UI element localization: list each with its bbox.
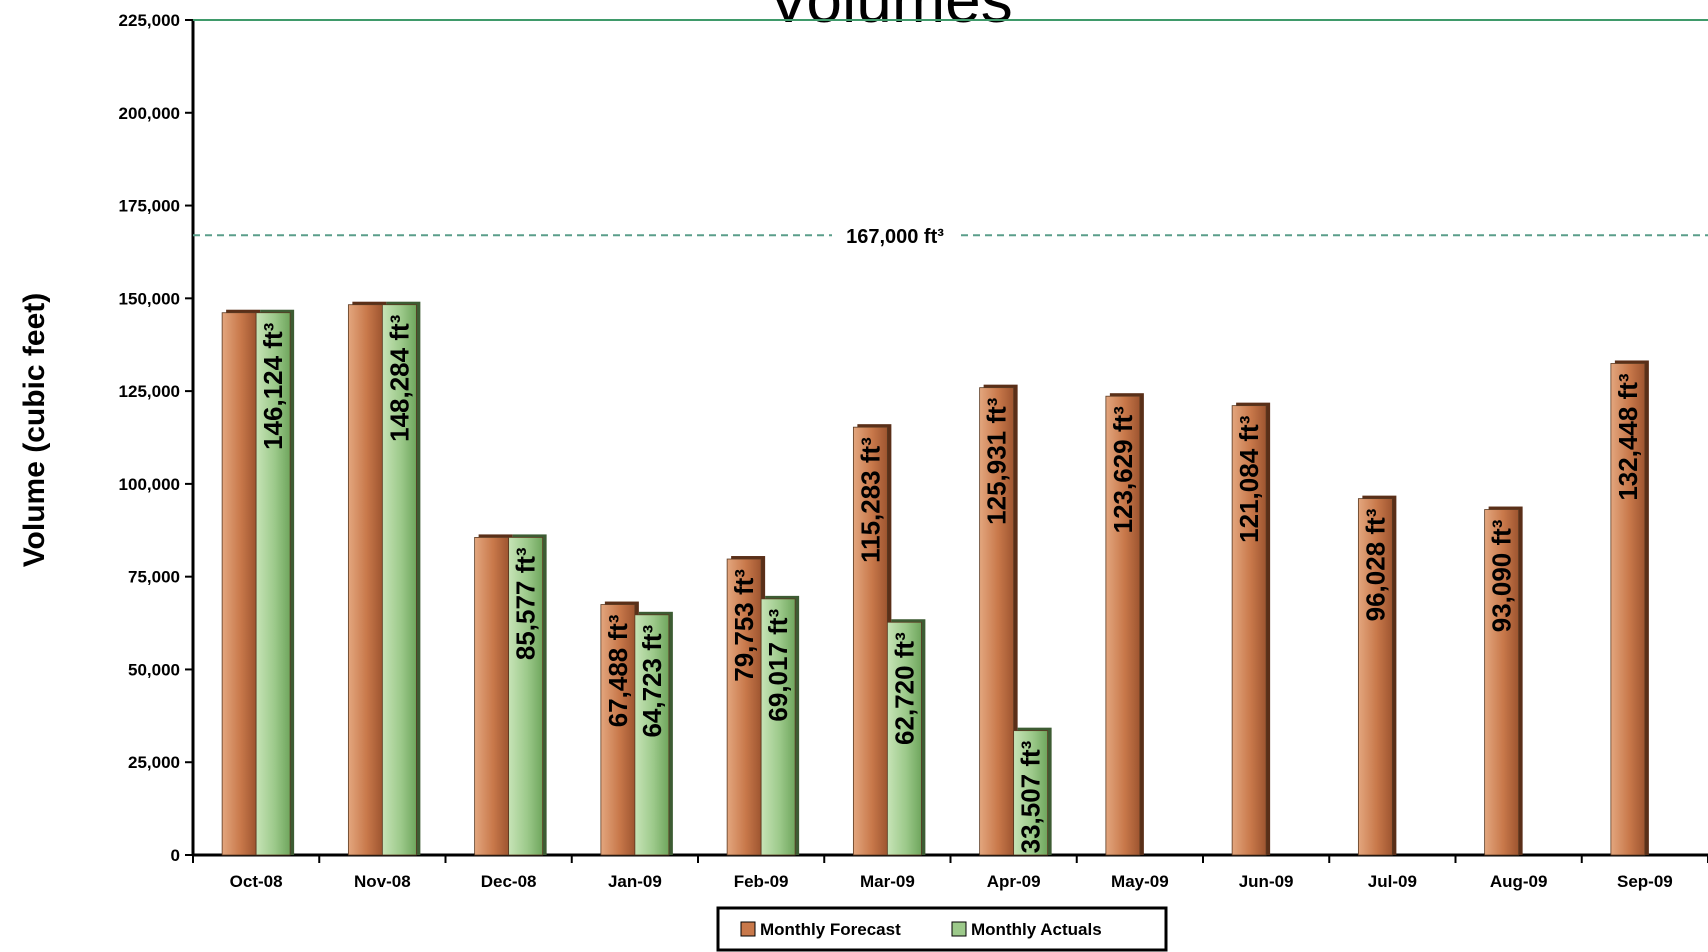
data-label: 93,090 ft³ — [1487, 519, 1517, 632]
x-tick-label: Feb-09 — [734, 872, 789, 891]
y-axis-label: Volume (cubic feet) — [18, 293, 51, 567]
y-axis: 0 25,000 50,000 75,000 100,000 125,000 150,000… — [119, 11, 1708, 865]
y-tick-label: 75,000 — [128, 568, 180, 587]
bar-forecast — [1357, 498, 1393, 856]
data-label: 148,284 ft³ — [384, 314, 414, 442]
bar-actual — [886, 621, 922, 856]
bar-forecast — [1231, 405, 1267, 856]
legend-swatch-forecast — [740, 921, 756, 937]
reference-label-background — [832, 219, 958, 250]
bar-actual — [634, 614, 670, 856]
legend: Monthly Forecast Monthly Actuals — [716, 906, 1168, 952]
y-tick-label: 125,000 — [119, 382, 180, 401]
data-label: 115,283 ft³ — [855, 437, 885, 563]
legend-label-forecast: Monthly Forecast — [760, 920, 901, 939]
legend-box — [716, 906, 1168, 952]
bar-forecast — [474, 537, 510, 856]
y-tick-label: 0 — [171, 846, 180, 865]
bar-forecast — [221, 312, 257, 856]
x-tick-label: Jun-09 — [1239, 872, 1294, 891]
legend-label-actuals: Monthly Actuals — [971, 920, 1102, 939]
bar-forecast — [726, 558, 762, 856]
data-label: 69,017 ft³ — [763, 609, 793, 722]
x-tick-label: Jan-09 — [608, 872, 662, 891]
bar-forecast — [1484, 509, 1520, 856]
x-tick-label: Aug-09 — [1490, 872, 1548, 891]
reference-line-label: 167,000 ft³ — [846, 226, 944, 248]
x-tick-label: Jul-09 — [1368, 872, 1417, 891]
x-tick-label: Apr-09 — [987, 872, 1041, 891]
bar-actual — [1013, 730, 1049, 856]
y-tick-label: 150,000 — [119, 289, 180, 308]
y-tick-label: 225,000 — [119, 11, 180, 30]
data-label: 85,577 ft³ — [511, 547, 541, 660]
bar-forecast — [852, 426, 888, 856]
bar-actual — [381, 304, 417, 856]
x-tick-label: Oct-08 — [230, 872, 283, 891]
data-label: 67,488 ft³ — [603, 614, 633, 727]
y-tick-label: 200,000 — [119, 104, 180, 123]
data-label: 33,507 ft³ — [1016, 740, 1046, 853]
bar-actual — [508, 537, 544, 856]
y-tick-label: 100,000 — [119, 475, 180, 494]
x-tick-label: Mar-09 — [860, 872, 915, 891]
bar-forecast — [347, 304, 383, 856]
x-tick-label: Nov-08 — [354, 872, 411, 891]
bar-forecast — [600, 604, 636, 856]
reference-line-group: 167,000 ft³ — [193, 219, 1708, 250]
data-label: 64,723 ft³ — [637, 624, 667, 737]
bar-actual — [255, 312, 291, 856]
data-label: 123,629 ft³ — [1108, 406, 1138, 534]
x-tick-label: May-09 — [1111, 872, 1169, 891]
y-tick-label: 50,000 — [128, 660, 180, 679]
y-tick-label: 175,000 — [119, 197, 180, 216]
bar-actual — [760, 598, 796, 856]
data-label: 62,720 ft³ — [889, 632, 919, 745]
data-labels-group: 146,124 ft³ 148,284 ft³ 85,577 ft³ 67,488 f… — [258, 314, 1643, 853]
bars-group — [221, 301, 1649, 856]
y-tick-label: 25,000 — [128, 753, 180, 772]
x-tick-label: Sep-09 — [1617, 872, 1673, 891]
bar-forecast — [1105, 395, 1141, 856]
x-axis: Oct-08 Nov-08 Dec-08 Jan-09 Feb-09 Mar-09 Apr-… — [192, 853, 1708, 891]
chart-title: Volumes — [767, 0, 1012, 36]
bar-forecast — [979, 387, 1015, 856]
bar-forecast — [1610, 363, 1646, 856]
data-label: 96,028 ft³ — [1360, 508, 1390, 621]
legend-swatch-actuals — [951, 921, 967, 937]
data-label: 146,124 ft³ — [258, 322, 288, 450]
data-label: 125,931 ft³ — [982, 397, 1012, 525]
data-label: 132,448 ft³ — [1613, 373, 1643, 501]
data-label: 79,753 ft³ — [729, 569, 759, 682]
x-tick-label: Dec-08 — [481, 872, 537, 891]
data-label: 121,084 ft³ — [1234, 415, 1264, 543]
